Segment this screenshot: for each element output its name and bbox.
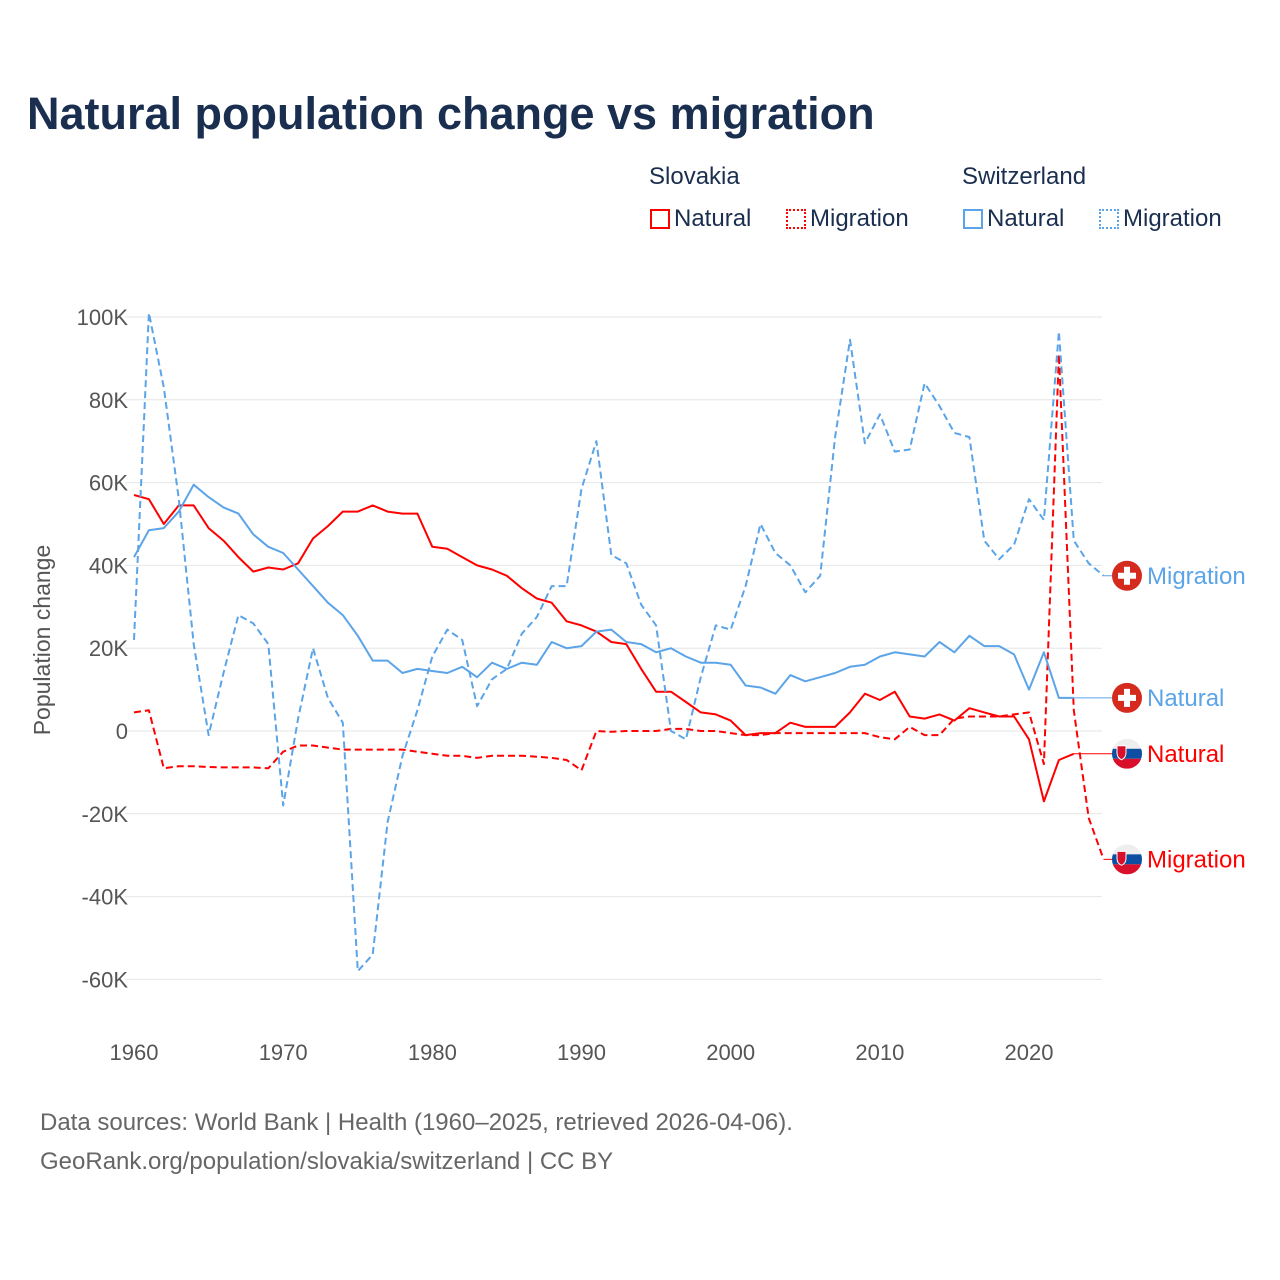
- legend-label: Natural: [987, 205, 1065, 232]
- slovakia-flag-icon: [1112, 738, 1142, 769]
- legend-label: Migration: [810, 205, 909, 232]
- end-label: Migration: [1147, 563, 1246, 590]
- legend-item-slovakia-migration[interactable]: Migration: [786, 205, 909, 233]
- end-label: Natural: [1147, 685, 1224, 712]
- x-tick-label: 2020: [1005, 1040, 1054, 1065]
- y-axis-label: Population change: [29, 545, 55, 736]
- y-tick-label: 20K: [89, 636, 128, 661]
- y-tick-label: 0: [116, 719, 128, 744]
- switzerland-flag-icon: [1112, 560, 1142, 591]
- legend-swatch-solid: [650, 209, 670, 229]
- legend-group-switzerland: Switzerland: [962, 163, 1087, 190]
- y-tick-label: 60K: [89, 471, 128, 496]
- x-tick-label: 2010: [855, 1040, 904, 1065]
- footer-sources: Data sources: World Bank | Health (1960–…: [40, 1109, 793, 1136]
- series-line-switzerland-migration: [133, 311, 1105, 973]
- footer-url: GeoRank.org/population/slovakia/switzerl…: [40, 1148, 614, 1175]
- legend-item-switzerland-migration[interactable]: Migration: [1099, 205, 1222, 233]
- slovakia-flag-icon: [1112, 844, 1142, 875]
- x-tick-label: 2000: [706, 1040, 755, 1065]
- series-line-slovakia-natural: [133, 494, 1075, 803]
- legend-label: Migration: [1123, 205, 1222, 232]
- x-tick-label: 1960: [110, 1040, 159, 1065]
- y-tick-label: 40K: [89, 553, 128, 578]
- end-label: Migration: [1147, 846, 1246, 873]
- legend-item-switzerland-natural[interactable]: Natural: [963, 205, 1064, 233]
- legend-swatch-solid: [963, 209, 983, 229]
- y-tick-label: -60K: [82, 967, 129, 992]
- series-line-switzerland-natural: [133, 483, 1074, 699]
- y-tick-label: 100K: [77, 305, 129, 330]
- series-line-slovakia-migration: [133, 353, 1105, 860]
- x-tick-label: 1980: [408, 1040, 457, 1065]
- end-label: Natural: [1147, 741, 1224, 768]
- legend-item-slovakia-natural[interactable]: Natural: [650, 205, 751, 233]
- legend-group-slovakia: Slovakia: [649, 163, 740, 190]
- y-tick-label: 80K: [89, 388, 128, 413]
- switzerland-flag-icon: [1112, 682, 1142, 713]
- x-tick-label: 1990: [557, 1040, 606, 1065]
- legend-label: Natural: [674, 205, 752, 232]
- x-tick-label: 1970: [259, 1040, 308, 1065]
- y-tick-label: -20K: [82, 802, 129, 827]
- chart-title: Natural population change vs migration: [27, 88, 875, 139]
- legend-swatch-dotted: [1099, 209, 1119, 229]
- y-tick-label: -40K: [82, 885, 129, 910]
- legend-swatch-dotted: [786, 209, 806, 229]
